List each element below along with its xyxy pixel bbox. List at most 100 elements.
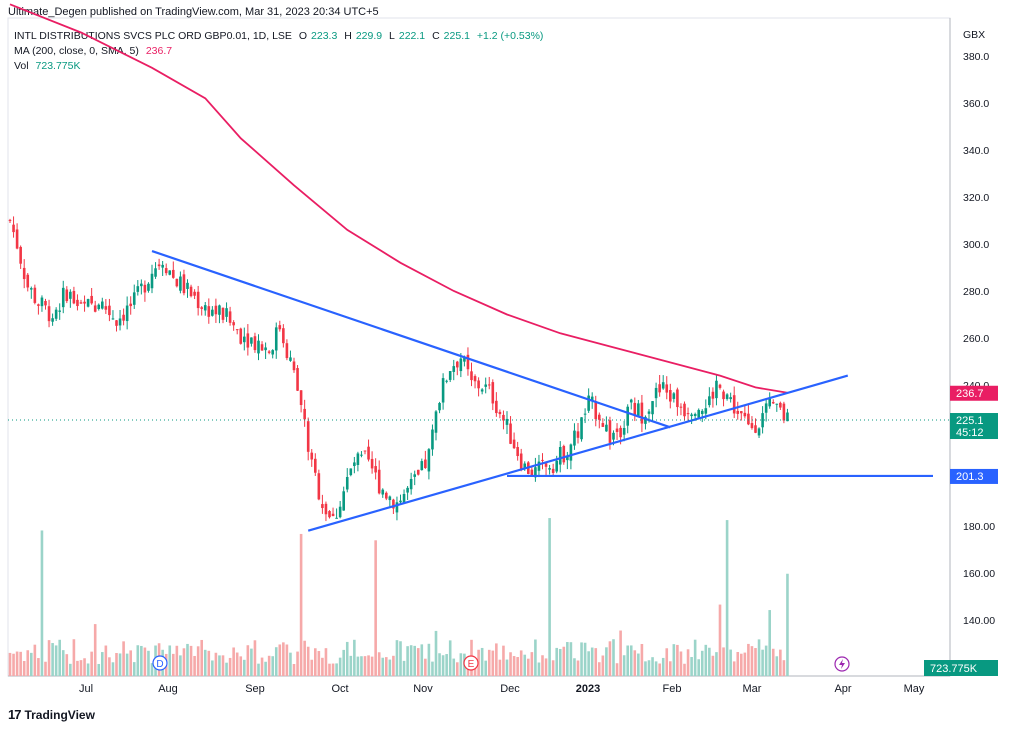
candle-body <box>754 425 757 433</box>
candle-body <box>548 468 551 470</box>
y-tick-label: 260.0 <box>963 333 989 345</box>
candle-body <box>676 389 679 408</box>
volume-bar <box>427 643 431 676</box>
candle-body <box>505 418 509 425</box>
volume-bar <box>441 655 445 676</box>
volume-bar <box>140 645 143 676</box>
volume-bar <box>12 653 15 676</box>
candle-body <box>473 376 477 382</box>
volume-bar <box>243 659 246 676</box>
volume-bar <box>79 660 83 676</box>
volume-bar <box>33 644 37 676</box>
volume-bar <box>473 663 477 676</box>
volume-bar <box>271 656 274 676</box>
candle-body <box>37 304 40 306</box>
volume-bar <box>732 661 736 676</box>
volume-bar <box>530 652 534 676</box>
legend-vol-label[interactable]: Vol <box>14 60 29 72</box>
candle-body <box>225 308 228 317</box>
volume-bar <box>97 663 101 676</box>
candle-body <box>463 357 466 362</box>
candle-body <box>459 358 463 372</box>
candle-body <box>672 393 676 399</box>
candle-body <box>502 414 505 421</box>
candle-body <box>761 413 764 428</box>
price-badge <box>950 385 998 401</box>
volume-bar <box>314 648 317 676</box>
volume-bar <box>424 658 427 676</box>
volume-bar <box>189 645 193 676</box>
volume-bar <box>558 648 562 676</box>
candle-body <box>175 278 179 287</box>
candle-body <box>289 357 292 361</box>
volume-bar <box>310 659 314 676</box>
candle-body <box>718 384 722 388</box>
volume-bar <box>711 655 715 676</box>
volume-bar <box>654 661 658 676</box>
candle-body <box>44 300 47 306</box>
candle-body <box>669 390 672 402</box>
candle-body <box>40 297 44 307</box>
candle-body <box>172 269 175 278</box>
volume-bar <box>697 659 700 676</box>
candle-body <box>569 444 573 461</box>
volume-bar <box>232 647 235 676</box>
volume-bar <box>37 658 40 676</box>
candle-body <box>196 291 200 309</box>
volume-bar <box>136 645 140 676</box>
volume-bar <box>172 653 175 676</box>
candle-body <box>111 318 115 320</box>
candle-body <box>132 292 136 305</box>
candle-body <box>736 410 740 414</box>
price-badge-label: 225.1 <box>956 415 984 427</box>
volume-bar <box>26 650 30 676</box>
volume-bar <box>363 656 367 676</box>
candle-body <box>711 391 715 399</box>
candle-body <box>243 336 246 343</box>
volume-bar <box>491 650 495 676</box>
volume-bar <box>477 649 480 676</box>
candle-body <box>647 411 651 414</box>
volume-bar <box>51 643 54 676</box>
candle-body <box>424 459 427 469</box>
volume-bar <box>779 649 782 676</box>
volume-bar <box>619 630 622 676</box>
candle-body <box>644 416 647 424</box>
volume-bar <box>534 639 537 676</box>
volume-bar <box>22 660 26 676</box>
volume-bar <box>459 653 463 676</box>
volume-bar <box>69 663 72 676</box>
volume-bar <box>480 647 484 676</box>
candle-body <box>629 399 633 403</box>
volume-bar <box>292 663 296 676</box>
trendline-ascending <box>307 374 849 532</box>
candle-body <box>431 429 434 450</box>
volume-bar <box>509 652 512 676</box>
volume-bar <box>583 642 587 676</box>
candle-body <box>321 504 324 509</box>
volume-bar <box>665 648 669 676</box>
candle-body <box>58 310 61 312</box>
x-tick-label: Feb <box>663 683 682 695</box>
candle-body <box>406 487 409 493</box>
volume-bar <box>345 641 349 676</box>
candle-body <box>161 264 164 268</box>
volume-bar <box>101 652 104 676</box>
y-tick-label: 280.0 <box>963 286 989 298</box>
candle-body <box>445 380 448 382</box>
legend-ma-row: MA (200, close, 0, SMA, 5) 236.7 <box>14 45 172 57</box>
volume-bar <box>150 663 154 676</box>
volume-bar <box>338 657 342 676</box>
candle-body <box>708 396 711 406</box>
volume-bar <box>725 520 729 676</box>
candle-body <box>764 403 768 413</box>
candle-body <box>246 333 250 348</box>
x-tick-label: Oct <box>331 683 348 695</box>
candle-body <box>147 283 150 291</box>
volume-bar <box>615 663 619 676</box>
volume-bar <box>125 653 129 676</box>
candle-body <box>697 409 700 418</box>
candle-body <box>232 322 235 326</box>
legend-ma-label[interactable]: MA (200, close, 0, SMA, 5) <box>14 45 139 57</box>
